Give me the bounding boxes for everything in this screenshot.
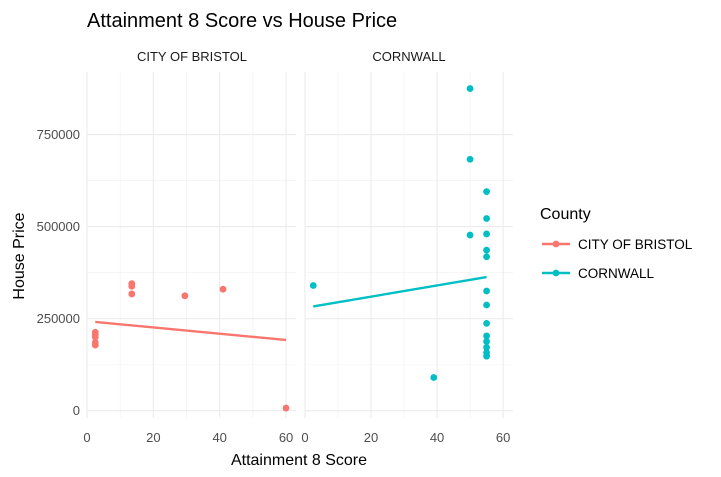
data-point: [181, 292, 189, 300]
y-tick-label: 750000: [37, 127, 80, 142]
legend: County CITY OF BRISTOL CORNWALL: [540, 206, 693, 281]
x-tick-label: 40: [430, 430, 444, 445]
data-point: [483, 343, 490, 351]
facet-label-city-of-bristol: CITY OF BRISTOL: [137, 49, 247, 64]
y-tick-label: 0: [73, 403, 80, 418]
data-point: [309, 282, 317, 289]
x-tick-label: 20: [146, 430, 160, 445]
chart-title: Attainment 8 Score vs House Price: [87, 10, 397, 32]
data-point: [483, 246, 490, 254]
data-point: [466, 85, 474, 92]
y-axis-title: House Price: [11, 212, 28, 299]
data-point: [483, 352, 490, 360]
trend-line: [313, 275, 487, 308]
gridlines: [86, 72, 296, 418]
data-point: [466, 231, 474, 239]
trend-line: [95, 320, 287, 342]
facet-label-cornwall: CORNWALL: [372, 49, 445, 64]
x-axis-title: Attainment 8 Score: [231, 452, 367, 469]
data-point: [483, 332, 490, 340]
panel-city-of-bristol: CITY OF BRISTOL: [86, 49, 296, 418]
x-tick-label: 60: [496, 430, 510, 445]
data-point: [430, 374, 438, 381]
data-point: [219, 285, 227, 293]
legend-label-cornwall: CORNWALL: [578, 266, 655, 281]
data-point: [466, 155, 474, 163]
x-tick-label: 60: [279, 430, 293, 445]
y-axis-ticks: 0 250000 500000 750000: [37, 127, 80, 418]
data-point: [282, 404, 290, 412]
data-point: [91, 333, 99, 341]
y-tick-label: 500000: [37, 219, 80, 234]
x-tick-label: 40: [212, 430, 226, 445]
data-point: [128, 290, 136, 298]
legend-key-dot-city-of-bristol: [552, 240, 560, 248]
data-point: [483, 320, 490, 327]
y-tick-label: 250000: [37, 311, 80, 326]
legend-label-city-of-bristol: CITY OF BRISTOL: [578, 237, 693, 252]
x-tick-label: 0: [301, 430, 308, 445]
legend-title: County: [540, 206, 591, 223]
data-point: [483, 215, 490, 222]
data-point: [483, 301, 490, 309]
data-point: [483, 253, 490, 261]
data-point: [483, 230, 490, 238]
data-point: [483, 188, 490, 196]
x-tick-label: 0: [83, 430, 90, 445]
legend-key-dot-cornwall: [552, 269, 560, 277]
data-point: [483, 338, 490, 345]
data-point: [91, 341, 99, 349]
gridlines: [304, 72, 513, 418]
x-tick-label: 20: [364, 430, 378, 445]
data-point: [128, 282, 136, 290]
x-axis-ticks: 0 20 40 60 0 20 40 60: [83, 430, 510, 445]
data-point: [483, 287, 490, 295]
panel-cornwall: CORNWALL: [304, 49, 513, 418]
